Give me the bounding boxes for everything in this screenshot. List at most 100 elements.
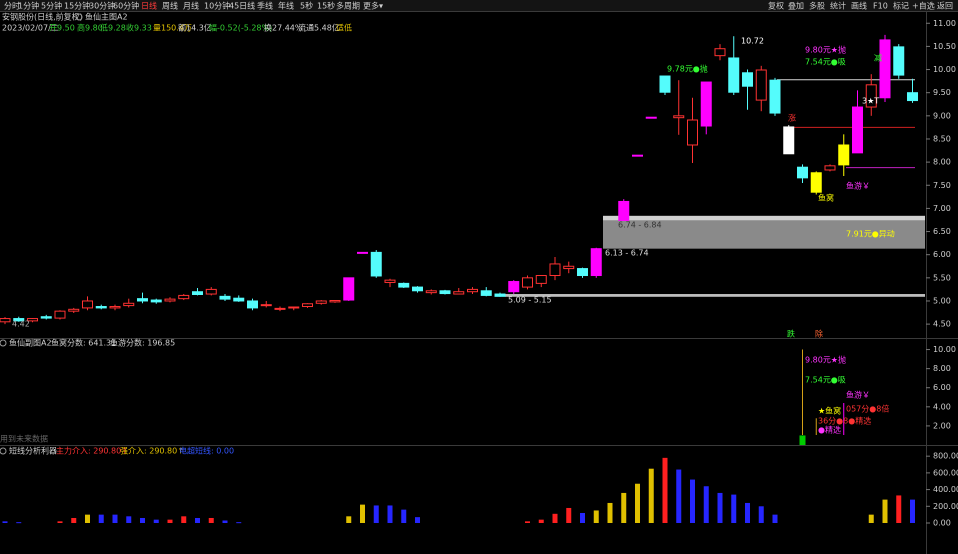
annotation: 7.54元●吸 <box>805 58 846 67</box>
sub-note: 用到未来数据 <box>0 434 48 444</box>
candle-body <box>357 251 368 254</box>
bar <box>882 499 888 523</box>
toolbar-item[interactable]: 45日线 <box>229 1 255 11</box>
quote-item: 开9.50 <box>49 24 75 33</box>
quote-item: 额14.3亿 <box>178 23 212 33</box>
zone-label: 5.09 - 5.15 <box>508 296 552 305</box>
bar <box>181 516 187 523</box>
y-tick-label: 9.50 <box>933 88 951 97</box>
bar <box>112 514 118 523</box>
candle-body <box>205 288 217 295</box>
candle-body <box>233 297 245 302</box>
toolbar-item[interactable]: 年线 <box>278 1 294 11</box>
candle-body <box>769 79 781 114</box>
candle-body <box>453 291 465 295</box>
candle-body <box>508 281 520 293</box>
candle-body <box>27 318 38 322</box>
toolbar-item[interactable]: 5分钟 <box>41 1 62 11</box>
candle-body <box>728 57 740 93</box>
quote-item: 量150.4万 <box>153 24 192 33</box>
bar <box>153 519 159 523</box>
candle-body <box>893 46 905 76</box>
toolbar-item[interactable]: 返回 <box>937 2 953 11</box>
bar <box>868 514 874 523</box>
toolbar-item[interactable]: 30分钟 <box>89 1 115 11</box>
bar <box>208 517 214 523</box>
sub-score: 鱼窝分数: 641.31 <box>51 338 116 348</box>
candle-body <box>590 248 602 277</box>
candle-body <box>247 300 258 309</box>
toolbar-item[interactable]: 复权 <box>768 1 784 11</box>
toolbar-item[interactable]: 更多▾ <box>363 1 383 11</box>
candle-body <box>384 279 396 283</box>
y-tick-label: 800.00 <box>933 452 958 461</box>
annotation: 7.54元●吸 <box>805 376 846 385</box>
bar <box>676 469 682 523</box>
y-tick-label: 7.00 <box>933 204 951 213</box>
y-tick-label: 10.00 <box>933 65 956 74</box>
candle-body <box>907 92 918 102</box>
candle-body <box>838 144 850 166</box>
candle-body <box>137 298 148 302</box>
annotation: 057分●8倍 <box>846 404 889 414</box>
y-tick-label: 4.00 <box>933 402 951 411</box>
zone <box>603 215 925 221</box>
bar <box>635 483 640 523</box>
toolbar-item[interactable]: 叠加 <box>788 1 804 11</box>
candle-body <box>95 306 107 309</box>
zone-label: 6.74 - 6.84 <box>618 221 662 230</box>
bar <box>621 492 627 523</box>
toolbar-item[interactable]: 多周期 <box>336 1 360 11</box>
candle-body <box>219 295 231 300</box>
candle-body <box>274 307 286 310</box>
bar <box>772 514 778 523</box>
quote-item: 收9.33 <box>126 23 152 33</box>
annotation: 4.42 <box>12 320 30 329</box>
candle-body <box>192 291 203 295</box>
toolbar-item[interactable]: 日线 <box>141 1 157 11</box>
toolbar-item[interactable]: +自选 <box>912 1 935 11</box>
toolbar-item[interactable]: F10 <box>873 2 888 11</box>
candle-body <box>700 81 712 127</box>
quote-item: 幅-0.52(-5.28%) <box>209 23 272 33</box>
bar <box>236 522 242 524</box>
toolbar-item[interactable]: 10分钟 <box>204 1 230 11</box>
toolbar-item[interactable]: 周线 <box>162 1 178 11</box>
bar <box>387 505 393 523</box>
quote-item: 换27.44% <box>264 23 303 33</box>
bar <box>538 519 544 523</box>
bar <box>401 509 407 523</box>
annotation: 鱼游￥ <box>846 181 870 191</box>
toolbar-item[interactable]: 季线 <box>257 1 273 11</box>
toolbar-item[interactable]: 60分钟 <box>113 1 139 11</box>
sub-score: 鱼游分数: 196.85 <box>110 338 175 348</box>
annotation: 9.80元★抛 <box>805 45 846 55</box>
icon <box>0 447 7 455</box>
candle-body <box>329 300 341 303</box>
y-tick-label: 200.00 <box>933 502 958 511</box>
candle-body <box>755 69 767 101</box>
toolbar-item[interactable]: 5秒 <box>300 1 313 11</box>
candle-body <box>13 318 25 322</box>
toolbar-item[interactable]: 15秒 <box>317 1 335 11</box>
toolbar-item[interactable]: 标记 <box>893 1 909 11</box>
toolbar-item[interactable]: 画线 <box>851 1 867 11</box>
toolbar-item[interactable]: 统计 <box>830 1 846 11</box>
toolbar-item[interactable]: 月线 <box>183 1 199 11</box>
candle-body <box>467 288 478 293</box>
toolbar-item[interactable]: 1分钟 <box>18 1 39 11</box>
candle-body <box>480 290 492 296</box>
toolbar-item[interactable]: 15分钟 <box>64 1 90 11</box>
bar <box>126 516 132 523</box>
bar <box>896 495 902 523</box>
toolbar-item[interactable]: 多股 <box>809 1 825 11</box>
indicator-name: 鱼仙主图A2 <box>85 12 128 22</box>
y-tick-label: 8.50 <box>933 134 951 143</box>
candle-body <box>494 293 506 297</box>
vol-item: 强介入: 290.80↑ <box>120 447 184 456</box>
candle-body <box>824 165 836 171</box>
candle-body <box>260 304 272 307</box>
sub-title: 鱼仙副图A2 <box>9 338 52 348</box>
bar <box>703 486 709 523</box>
toolbar-item[interactable]: 分时 <box>4 1 20 11</box>
